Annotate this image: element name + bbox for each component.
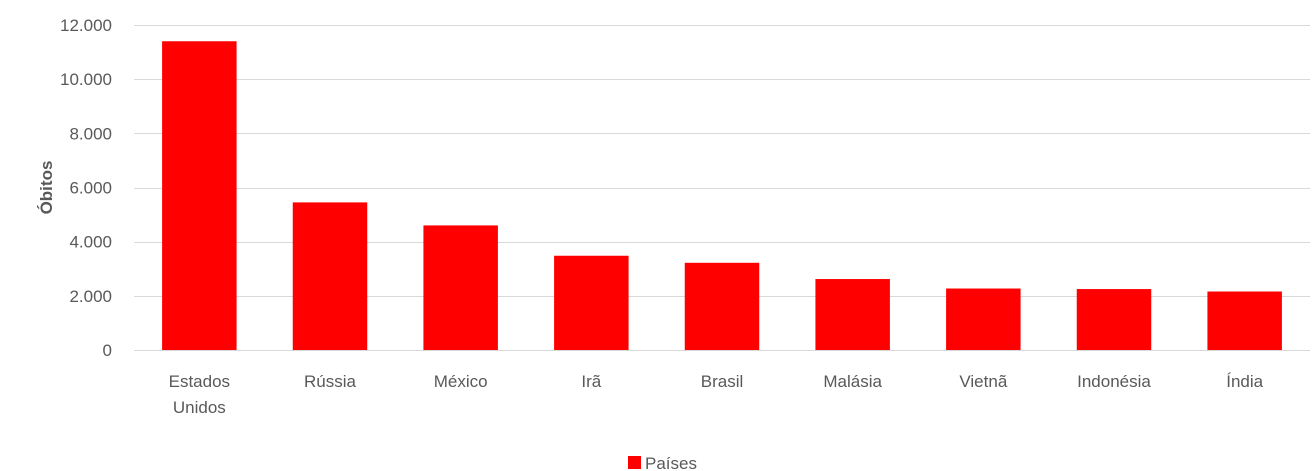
bar-índia (1207, 291, 1282, 350)
x-tick-label: Brasil (701, 372, 744, 391)
legend-label-paises: Países (645, 454, 697, 471)
y-axis-tick-labels: 0 2.000 4.000 6.000 8.000 10.000 12.000 (60, 16, 112, 360)
x-tick-label: México (434, 372, 488, 391)
x-tick-label: Indonésia (1077, 372, 1151, 391)
y-tick-label: 0 (103, 341, 112, 360)
x-axis-tick-labels: Estados Unidos Rússia México Irã Brasil Malási… (169, 372, 1264, 417)
legend-swatch-paises (628, 456, 641, 469)
y-tick-label: 6.000 (69, 179, 112, 198)
x-tick-label: Malásia (823, 372, 882, 391)
bar-vietnã (946, 288, 1021, 350)
legend: Países (628, 454, 697, 471)
bar-estados-unidos (162, 41, 237, 350)
x-tick-label: Vietnã (959, 372, 1007, 391)
y-tick-label: 10.000 (60, 70, 112, 89)
y-tick-label: 8.000 (69, 124, 112, 143)
x-tick-label: Estados Unidos (169, 372, 230, 417)
bar-méxico (423, 225, 498, 350)
x-tick-label: Índia (1226, 372, 1263, 391)
bar-brasil (684, 262, 760, 350)
bar-irã (554, 255, 629, 350)
x-tick-label: Irã (581, 372, 601, 391)
y-tick-label: 12.000 (60, 16, 112, 35)
bar-rússia (292, 202, 368, 350)
bar-indonésia (1076, 289, 1152, 350)
bars (162, 41, 1282, 350)
y-axis-title: Óbitos (37, 161, 56, 215)
x-tick-label: Rússia (304, 372, 357, 391)
bar-malásia (815, 279, 890, 350)
y-tick-label: 4.000 (69, 233, 112, 252)
y-tick-label: 2.000 (69, 287, 112, 306)
